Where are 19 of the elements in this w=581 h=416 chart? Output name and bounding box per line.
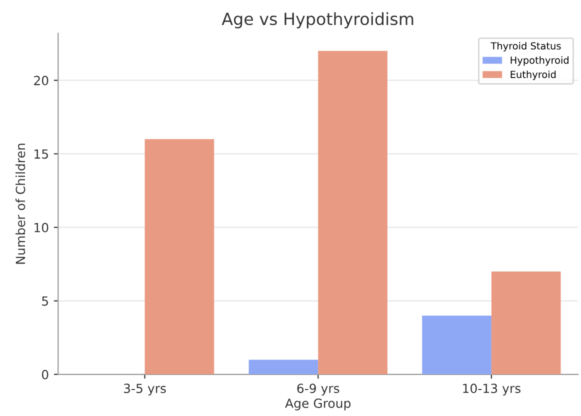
bar [318, 50, 388, 374]
x-tick-label: 10-13 yrs [463, 384, 520, 396]
y-axis-title: Number of Children [16, 144, 26, 264]
bar [491, 271, 561, 374]
x-tick-label: 3-5 yrs [124, 384, 166, 396]
legend-title: Thyroid Status [490, 42, 561, 52]
legend-label: Euthyroid [510, 70, 556, 80]
bar [248, 360, 318, 374]
x-axis-title: Age Group [285, 398, 351, 410]
y-tick-label: 15 [34, 149, 48, 159]
y-tick-label: 20 [34, 76, 48, 86]
chart-title: Age vs Hypothyroidism [222, 12, 414, 28]
bar [422, 316, 492, 374]
legend-label: Hypothyroid [510, 56, 568, 66]
y-tick-label: 0 [42, 370, 48, 380]
bar [144, 139, 214, 374]
y-tick-label: 10 [34, 222, 48, 232]
y-tick-label: 5 [42, 296, 48, 306]
x-tick-label: 6-9 yrs [297, 384, 340, 396]
